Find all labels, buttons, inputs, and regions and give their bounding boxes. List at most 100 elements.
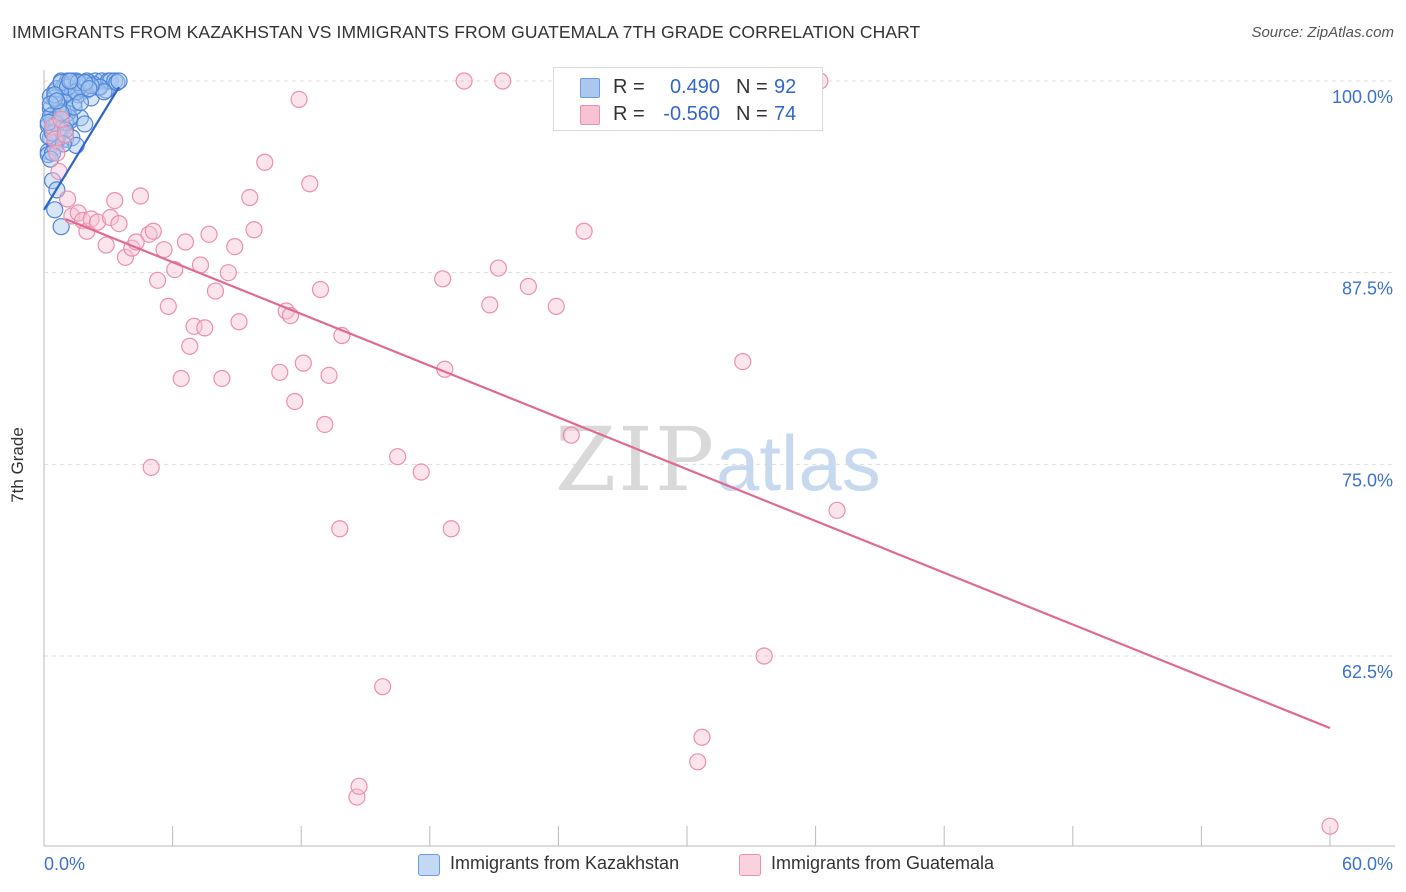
- legend-label-kazakhstan: Immigrants from Kazakhstan: [450, 853, 680, 873]
- legend-n-label: N =: [736, 76, 768, 98]
- data-point: [131, 187, 150, 205]
- data-point: [294, 354, 312, 372]
- data-point: [67, 83, 85, 101]
- data-point: [196, 319, 214, 337]
- data-point: [575, 222, 593, 240]
- data-point: [316, 415, 334, 434]
- source-attribution: Source: ZipAtlas.com: [1251, 24, 1394, 41]
- data-point: [547, 297, 565, 315]
- data-point: [88, 213, 107, 231]
- data-point: [481, 296, 499, 314]
- legend-r-value: 0.490: [669, 76, 720, 98]
- legend-r-label: R =: [613, 103, 645, 125]
- series-guatemala-points: [43, 72, 1339, 835]
- x-tick-label: 60.0%: [1342, 854, 1393, 874]
- trend-lines: [43, 86, 1331, 730]
- data-point: [148, 271, 167, 289]
- legend-swatch-kazakhstan: [580, 78, 600, 98]
- data-point: [286, 392, 304, 411]
- data-point: [144, 222, 162, 240]
- legend-swatch-guatemala: [580, 105, 600, 125]
- legend-n-value: 92: [774, 76, 797, 98]
- chart-title: IMMIGRANTS FROM KAZAKHSTAN VS IMMIGRANTS…: [12, 22, 921, 42]
- data-point: [693, 728, 711, 746]
- data-point: [110, 72, 128, 90]
- data-point: [106, 192, 124, 210]
- legend-r-label: R =: [613, 76, 645, 98]
- data-point: [110, 215, 128, 233]
- data-point: [48, 92, 66, 110]
- data-point: [311, 280, 330, 299]
- data-point: [71, 93, 90, 112]
- data-point: [412, 463, 430, 481]
- data-point: [389, 448, 407, 466]
- data-point: [46, 201, 64, 219]
- data-point: [828, 501, 846, 519]
- data-point: [80, 80, 98, 98]
- data-point: [271, 363, 289, 381]
- data-point: [290, 90, 308, 109]
- data-point: [101, 208, 120, 227]
- data-point: [200, 225, 218, 243]
- data-point: [61, 72, 79, 90]
- data-point: [348, 788, 366, 806]
- legend-row-kazakhstan: R = 0.490 N = 92: [554, 74, 822, 100]
- data-point: [226, 238, 244, 256]
- x-tick-label: 0.0%: [44, 854, 85, 874]
- data-point: [97, 236, 115, 254]
- legend-n-value: 74: [774, 103, 797, 125]
- data-point: [213, 369, 231, 388]
- data-point: [374, 678, 392, 696]
- data-point: [46, 130, 64, 148]
- legend-swatch-guatemala: [739, 854, 761, 876]
- correlation-legend: R = 0.490 N = 92 R = -0.560 N = 74: [553, 67, 823, 131]
- data-point: [256, 153, 274, 171]
- data-point: [41, 150, 60, 168]
- data-point: [320, 366, 338, 384]
- data-point: [519, 277, 537, 296]
- data-point: [331, 520, 349, 538]
- data-point: [442, 520, 460, 538]
- data-point: [56, 126, 75, 144]
- tick-labels: 62.5% 75.0% 87.5% 100.0% 0.0% 60.0%: [44, 87, 1393, 874]
- watermark-zip: ZIP: [555, 408, 716, 511]
- data-point: [142, 458, 160, 476]
- data-point: [562, 426, 580, 444]
- data-point: [434, 270, 452, 288]
- trend-line: [65, 217, 1331, 730]
- watermark-atlas: atlas: [716, 419, 881, 507]
- data-point: [734, 353, 752, 371]
- data-point: [52, 110, 70, 128]
- y-tick-label: 100.0%: [1332, 87, 1393, 107]
- data-point: [241, 188, 259, 207]
- data-point: [48, 144, 66, 162]
- y-tick-label: 62.5%: [1342, 662, 1393, 682]
- data-point: [350, 777, 368, 795]
- grid-lines: [44, 80, 1395, 657]
- axes: [43, 70, 1395, 847]
- data-point: [489, 259, 507, 277]
- data-point: [176, 233, 195, 251]
- y-tick-label: 87.5%: [1342, 279, 1393, 299]
- data-point: [755, 647, 773, 665]
- data-point: [245, 221, 263, 239]
- data-point: [219, 264, 237, 282]
- legend-r-value: -0.560: [663, 103, 720, 125]
- data-point: [181, 337, 199, 355]
- legend-label-guatemala: Immigrants from Guatemala: [771, 853, 995, 873]
- data-point: [116, 248, 135, 266]
- data-point: [494, 72, 512, 90]
- data-point: [172, 369, 190, 388]
- data-point: [185, 317, 203, 335]
- legend-swatch-kazakhstan: [418, 854, 440, 876]
- data-point: [159, 297, 177, 315]
- data-point: [1321, 817, 1339, 835]
- data-point: [58, 190, 77, 208]
- trend-line: [43, 86, 120, 211]
- data-point: [455, 72, 473, 90]
- y-axis-label: 7th Grade: [8, 427, 27, 503]
- data-point: [689, 753, 707, 771]
- data-point: [76, 115, 94, 133]
- y-tick-label: 75.0%: [1342, 470, 1393, 490]
